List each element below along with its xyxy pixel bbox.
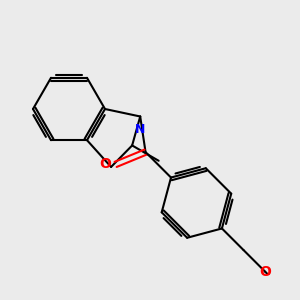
Text: O: O bbox=[259, 265, 271, 279]
Text: N: N bbox=[135, 123, 146, 136]
Text: O: O bbox=[100, 158, 112, 171]
